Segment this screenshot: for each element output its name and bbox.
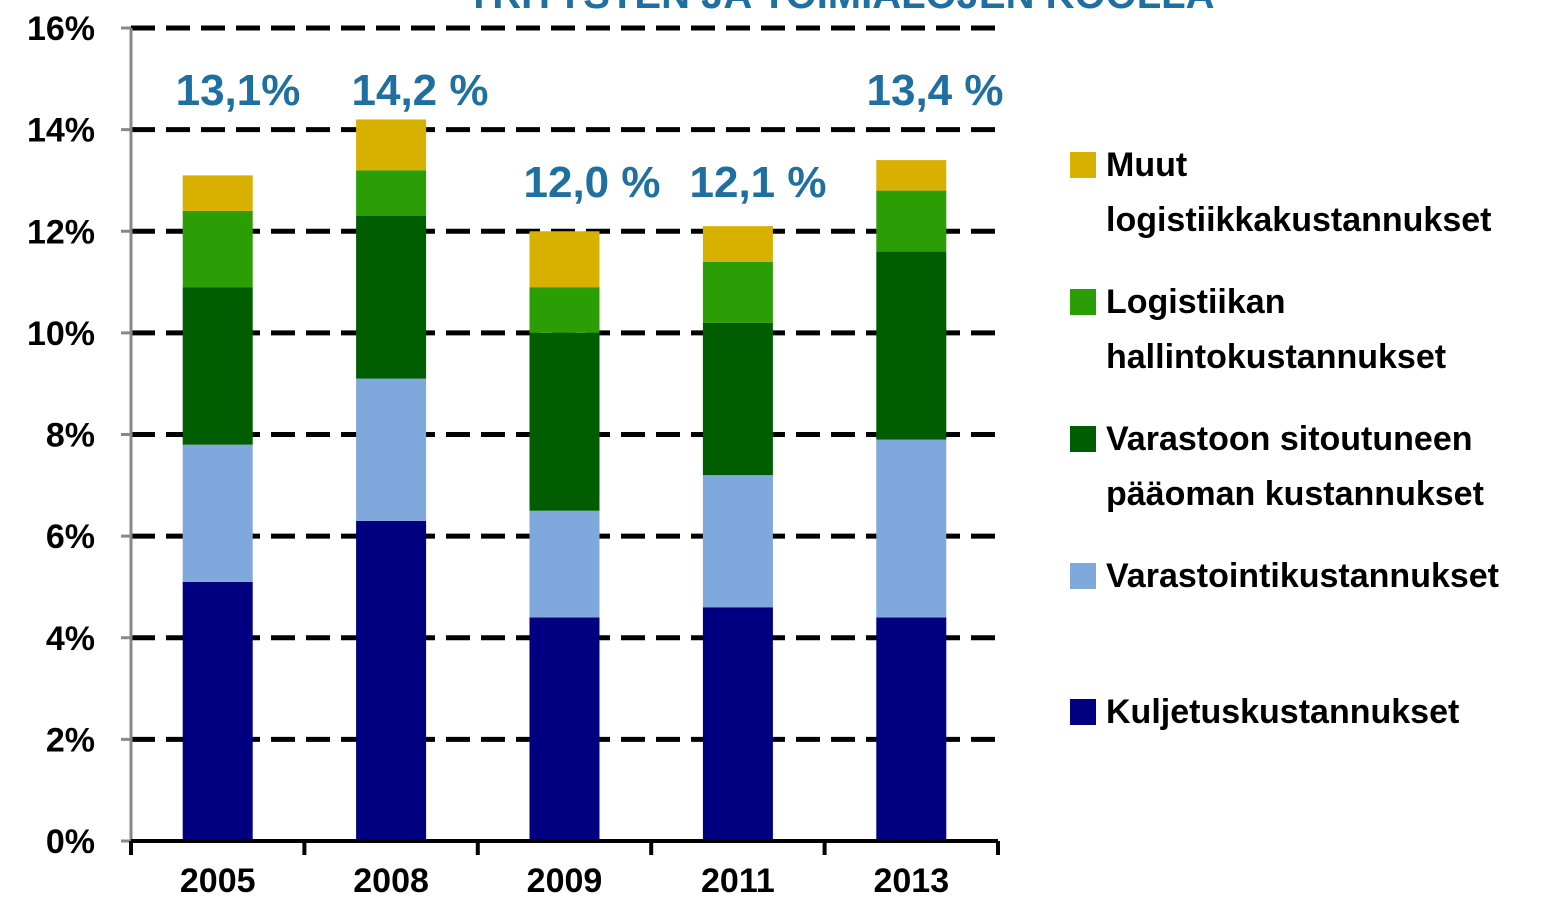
bar-segment — [702, 607, 773, 841]
bar-segment — [876, 190, 947, 252]
total-label: 12,0 % — [524, 158, 661, 207]
total-label: 12,1 % — [690, 158, 827, 207]
bar-segment — [529, 510, 600, 618]
y-tick-label: 14% — [27, 112, 95, 150]
y-tick-label: 0% — [46, 823, 95, 861]
legend-swatch — [1070, 152, 1096, 178]
y-tick-label: 8% — [46, 417, 95, 455]
y-tick-label: 2% — [46, 721, 95, 759]
bar-segment — [876, 617, 947, 841]
bar-segment — [876, 251, 947, 440]
legend-label: Muut logistiikkakustannukset — [1106, 146, 1492, 239]
legend-item: Muut logistiikkakustannukset — [1070, 138, 1556, 248]
legend-label: Kuljetuskustannukset — [1106, 693, 1460, 731]
legend-item: Varastointikustannukset — [1070, 549, 1556, 604]
bar-segment — [702, 261, 773, 323]
y-tick-label: 10% — [27, 315, 95, 353]
bar-segment — [529, 617, 600, 841]
bar-segment — [702, 322, 773, 476]
legend-swatch — [1070, 289, 1096, 315]
y-tick-label: 16% — [27, 10, 95, 48]
x-tick-label: 2009 — [527, 862, 603, 900]
legend-item: Kuljetuskustannukset — [1070, 685, 1556, 740]
bar-segment — [529, 231, 600, 288]
total-label: 13,1% — [176, 66, 301, 115]
bar-segment — [182, 581, 253, 841]
legend-swatch — [1070, 699, 1096, 725]
bar-segment — [182, 210, 253, 288]
bar-segment — [356, 520, 427, 841]
x-tick-label: 2008 — [353, 862, 429, 900]
chart-title: YRITYSTEN JA TOIMIALOJEN KOOLLA — [466, 0, 1215, 17]
legend-swatch — [1070, 563, 1096, 589]
total-label: 13,4 % — [867, 66, 1004, 115]
bar-segment — [876, 160, 947, 191]
x-tick-label: 2013 — [873, 862, 949, 900]
bar-segment — [529, 287, 600, 333]
legend-swatch — [1070, 426, 1096, 452]
total-label: 14,2 % — [352, 66, 489, 115]
legend-label: Varastointikustannukset — [1106, 557, 1500, 595]
legend-item: Logistiikan hallintokustannukset — [1070, 275, 1556, 385]
bar-segment — [182, 287, 253, 445]
x-tick-label: 2011 — [701, 862, 775, 900]
bar-segment — [356, 216, 427, 379]
bar-segment — [702, 475, 773, 608]
bar-segment — [356, 119, 427, 171]
bar-segment — [876, 439, 947, 618]
bar-segment — [702, 226, 773, 262]
legend-label: Logistiikan hallintokustannukset — [1106, 283, 1447, 376]
bar-segment — [182, 175, 253, 211]
y-tick-label: 4% — [46, 620, 95, 658]
bar-segment — [529, 332, 600, 511]
y-tick-label: 12% — [27, 213, 95, 251]
bar-segment — [182, 444, 253, 582]
bar-segment — [356, 378, 427, 521]
legend-label: Varastoon sitoutuneen pääoman kustannuks… — [1106, 420, 1484, 513]
y-tick-label: 6% — [46, 518, 95, 556]
bar-segment — [356, 170, 427, 217]
legend-item: Varastoon sitoutuneen pääoman kustannuks… — [1070, 412, 1556, 522]
x-tick-label: 2005 — [180, 862, 256, 900]
